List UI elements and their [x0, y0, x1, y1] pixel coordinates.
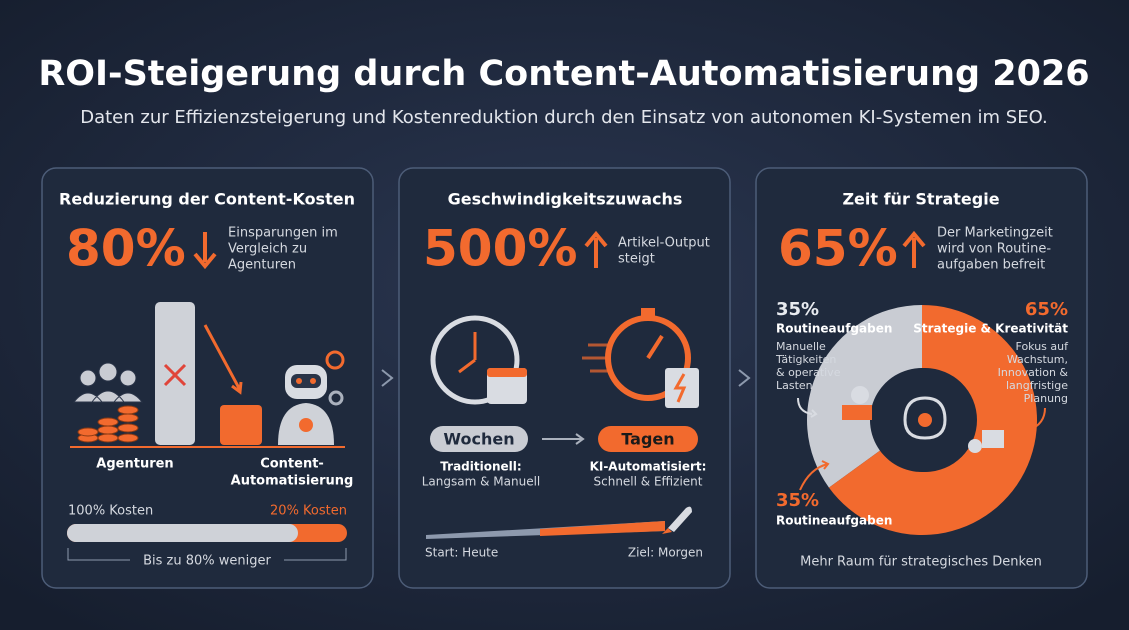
title: ROI-Steigerung durch Content-Automatisie… — [38, 54, 1089, 94]
panel-title: Geschwindigkeitszuwachs — [448, 190, 683, 209]
panel-title: Zeit für Strategie — [842, 190, 999, 209]
segment-desc: langfristige — [1006, 379, 1068, 392]
stat-desc: aufgaben befreit — [937, 258, 1045, 273]
donut-segment — [828, 305, 1037, 536]
stat-desc: Agenturen — [228, 258, 296, 273]
timeline-start: Start: Heute — [425, 546, 498, 560]
desc: Schnell & Effizient — [594, 475, 703, 489]
pill-label: Tagen — [621, 430, 674, 449]
arrow — [203, 324, 243, 395]
clock-icon — [430, 315, 527, 405]
segment-desc: Fokus auf — [1016, 340, 1070, 353]
timeline-end: Ziel: Morgen — [628, 546, 703, 560]
label: Traditionell: — [440, 460, 521, 474]
connector — [381, 369, 751, 387]
arrow-down — [193, 232, 217, 270]
segment-percent: 35% — [776, 299, 819, 320]
automation-bar — [220, 405, 262, 445]
segment-desc: Tätigkeiten — [775, 353, 836, 366]
segment-desc: Innovation & — [998, 366, 1069, 379]
segment-title: Strategie & Kreativität — [913, 322, 1068, 336]
pill — [598, 426, 698, 452]
pointer — [799, 460, 830, 491]
timeline-progress — [540, 521, 665, 536]
pill — [430, 426, 528, 452]
extra-title: Routineaufgaben — [776, 514, 892, 528]
pointer — [1027, 407, 1046, 432]
segment-title: Routineaufgaben — [776, 322, 892, 336]
stopwatch-icon — [582, 308, 699, 408]
label: Content- — [260, 457, 324, 472]
pill-label: Wochen — [443, 430, 514, 449]
segment-desc: Manuelle — [776, 340, 826, 353]
stat-desc: wird von Routine- — [937, 242, 1051, 257]
segment-desc: & operative — [776, 366, 841, 379]
people-icon — [72, 362, 144, 403]
extra-percent: 35% — [776, 490, 819, 511]
label: KI-Automatisiert: — [590, 460, 707, 474]
stat-desc: Vergleich zu — [228, 242, 307, 257]
desc: Langsam & Manuell — [422, 475, 541, 489]
pointer — [797, 397, 818, 418]
segment-desc: Wachstum, — [1007, 353, 1068, 366]
cost-label: 20% Kosten — [270, 504, 347, 519]
cost-label: 100% Kosten — [68, 504, 153, 519]
robot-icon — [278, 350, 345, 445]
stat-desc: Einsparungen im — [228, 226, 338, 241]
panel-title: Reduzierung der Content-Kosten — [59, 190, 355, 209]
stat-desc: Der Marketingzeit — [937, 226, 1053, 241]
rocket-icon — [662, 506, 692, 534]
arrow — [542, 433, 585, 445]
bracket — [67, 548, 347, 561]
stat-desc: steigt — [618, 252, 655, 267]
stat-desc: Artikel-Output — [618, 236, 710, 251]
cross — [163, 363, 187, 387]
panel — [398, 167, 731, 589]
footer: Mehr Raum für strategisches Denken — [800, 555, 1042, 570]
brain-icon — [873, 368, 977, 472]
stat: 500% — [423, 220, 577, 278]
subtitle: Daten zur Effizienzsteigerung und Kosten… — [80, 107, 1048, 128]
stat: 65% — [778, 220, 898, 278]
stat: 80% — [66, 220, 186, 278]
cost-bar — [67, 524, 298, 542]
segment-desc: Planung — [1024, 392, 1068, 405]
segment-desc: Lasten — [776, 379, 813, 392]
person-icon — [842, 386, 1004, 453]
arrow-up — [584, 230, 608, 268]
coins-icon — [77, 405, 139, 443]
label: Agenturen — [96, 457, 173, 472]
cost-note: Bis zu 80% weniger — [143, 554, 271, 569]
panel — [41, 167, 374, 589]
label: Automatisierung — [231, 474, 354, 489]
segment-percent: 65% — [1025, 299, 1068, 320]
arrow-up — [902, 230, 926, 268]
